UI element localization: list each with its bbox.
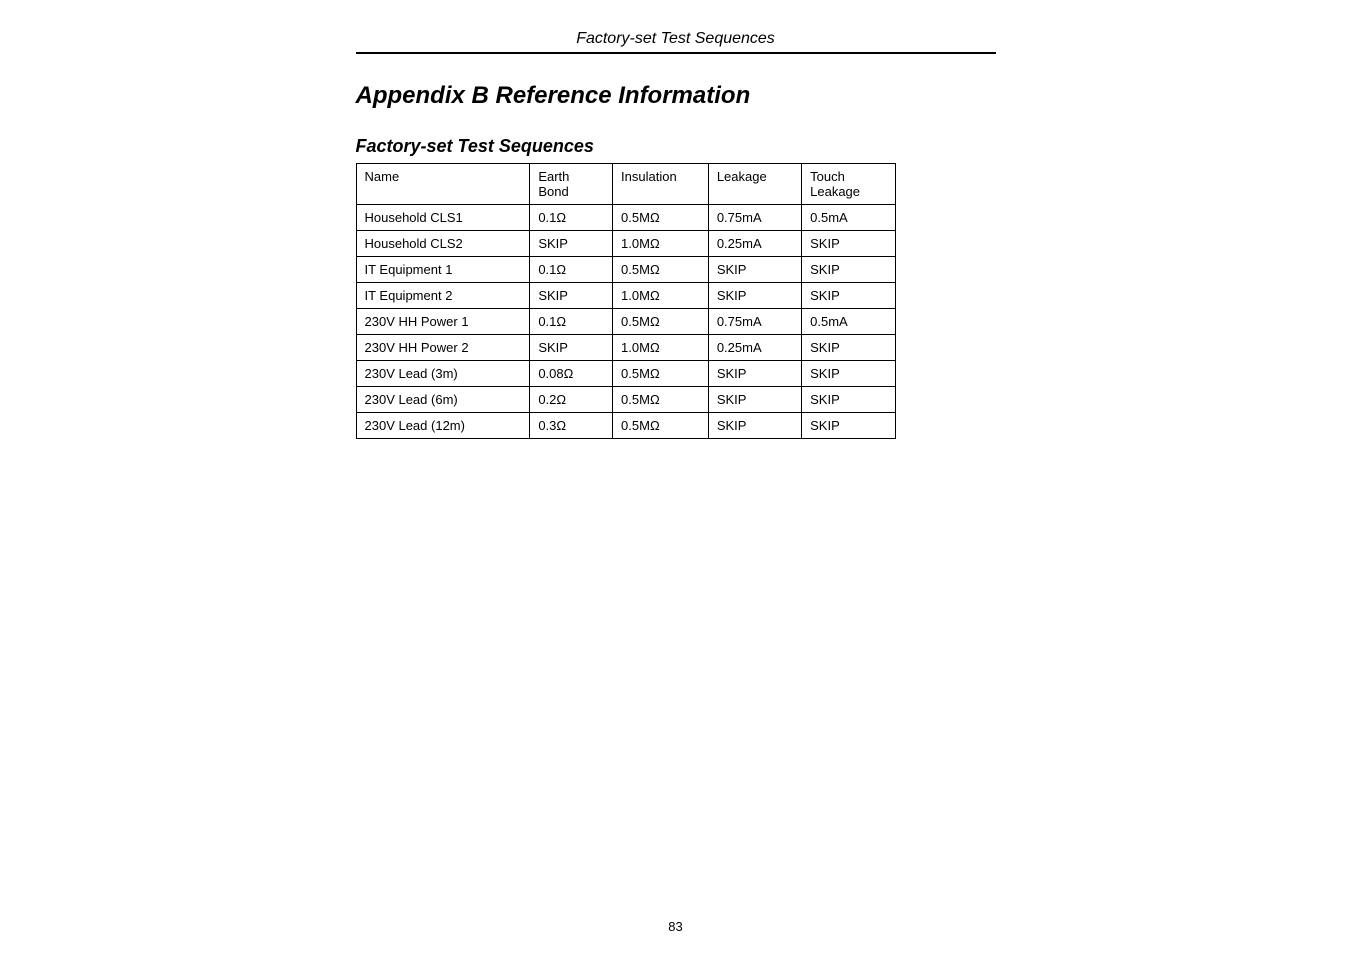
cell-leak: SKIP — [708, 387, 801, 413]
cell-ins: 1.0MΩ — [613, 283, 709, 309]
cell-leak: SKIP — [708, 361, 801, 387]
cell-earth: 0.1Ω — [530, 257, 613, 283]
cell-leak: 0.25mA — [708, 231, 801, 257]
cell-leak: SKIP — [708, 283, 801, 309]
cell-earth: 0.3Ω — [530, 413, 613, 439]
cell-ins: 1.0MΩ — [613, 231, 709, 257]
table-body: Household CLS1 0.1Ω 0.5MΩ 0.75mA 0.5mA H… — [356, 205, 895, 439]
cell-name: IT Equipment 1 — [356, 257, 530, 283]
th-earth-line2: Bond — [538, 184, 568, 199]
cell-earth: 0.1Ω — [530, 205, 613, 231]
cell-ins: 0.5MΩ — [613, 257, 709, 283]
cell-name: 230V Lead (12m) — [356, 413, 530, 439]
cell-touch: SKIP — [802, 257, 895, 283]
table-row: 230V Lead (3m) 0.08Ω 0.5MΩ SKIP SKIP — [356, 361, 895, 387]
th-name: Name — [356, 164, 530, 205]
cell-leak: 0.25mA — [708, 335, 801, 361]
cell-name: 230V Lead (3m) — [356, 361, 530, 387]
cell-touch: 0.5mA — [802, 309, 895, 335]
table-row: 230V Lead (6m) 0.2Ω 0.5MΩ SKIP SKIP — [356, 387, 895, 413]
cell-ins: 1.0MΩ — [613, 335, 709, 361]
table-row: IT Equipment 1 0.1Ω 0.5MΩ SKIP SKIP — [356, 257, 895, 283]
cell-name: Household CLS1 — [356, 205, 530, 231]
cell-ins: 0.5MΩ — [613, 387, 709, 413]
cell-touch: 0.5mA — [802, 205, 895, 231]
section-title: Factory-set Test Sequences — [356, 136, 996, 157]
table-row: Household CLS2 SKIP 1.0MΩ 0.25mA SKIP — [356, 231, 895, 257]
cell-ins: 0.5MΩ — [613, 361, 709, 387]
th-touch-line2: Leakage — [810, 184, 860, 199]
cell-touch: SKIP — [802, 413, 895, 439]
th-leakage: Leakage — [708, 164, 801, 205]
cell-leak: 0.75mA — [708, 205, 801, 231]
table-header-row: Name Earth Bond Insulation Leakage Touch… — [356, 164, 895, 205]
table-row: Household CLS1 0.1Ω 0.5MΩ 0.75mA 0.5mA — [356, 205, 895, 231]
th-earth: Earth Bond — [530, 164, 613, 205]
cell-touch: SKIP — [802, 361, 895, 387]
th-earth-line1: Earth — [538, 169, 569, 184]
cell-name: Household CLS2 — [356, 231, 530, 257]
table-row: 230V HH Power 2 SKIP 1.0MΩ 0.25mA SKIP — [356, 335, 895, 361]
sequences-table: Name Earth Bond Insulation Leakage Touch… — [356, 163, 896, 439]
th-insulation: Insulation — [613, 164, 709, 205]
table-row: 230V Lead (12m) 0.3Ω 0.5MΩ SKIP SKIP — [356, 413, 895, 439]
cell-name: 230V Lead (6m) — [356, 387, 530, 413]
cell-earth: SKIP — [530, 283, 613, 309]
cell-name: IT Equipment 2 — [356, 283, 530, 309]
page-number: 83 — [0, 919, 1351, 934]
table-row: 230V HH Power 1 0.1Ω 0.5MΩ 0.75mA 0.5mA — [356, 309, 895, 335]
cell-leak: SKIP — [708, 257, 801, 283]
cell-ins: 0.5MΩ — [613, 413, 709, 439]
cell-leak: SKIP — [708, 413, 801, 439]
cell-name: 230V HH Power 1 — [356, 309, 530, 335]
cell-earth: SKIP — [530, 231, 613, 257]
cell-ins: 0.5MΩ — [613, 309, 709, 335]
table-row: IT Equipment 2 SKIP 1.0MΩ SKIP SKIP — [356, 283, 895, 309]
cell-ins: 0.5MΩ — [613, 205, 709, 231]
cell-earth: SKIP — [530, 335, 613, 361]
cell-name: 230V HH Power 2 — [356, 335, 530, 361]
th-touch: Touch Leakage — [802, 164, 895, 205]
th-touch-line1: Touch — [810, 169, 845, 184]
page-header: Factory-set Test Sequences — [356, 30, 996, 54]
cell-leak: 0.75mA — [708, 309, 801, 335]
cell-touch: SKIP — [802, 231, 895, 257]
cell-touch: SKIP — [802, 335, 895, 361]
cell-touch: SKIP — [802, 387, 895, 413]
appendix-title: Appendix B Reference Information — [356, 82, 996, 110]
cell-earth: 0.2Ω — [530, 387, 613, 413]
cell-earth: 0.1Ω — [530, 309, 613, 335]
cell-earth: 0.08Ω — [530, 361, 613, 387]
page-container: Factory-set Test Sequences Appendix B Re… — [356, 0, 996, 439]
cell-touch: SKIP — [802, 283, 895, 309]
